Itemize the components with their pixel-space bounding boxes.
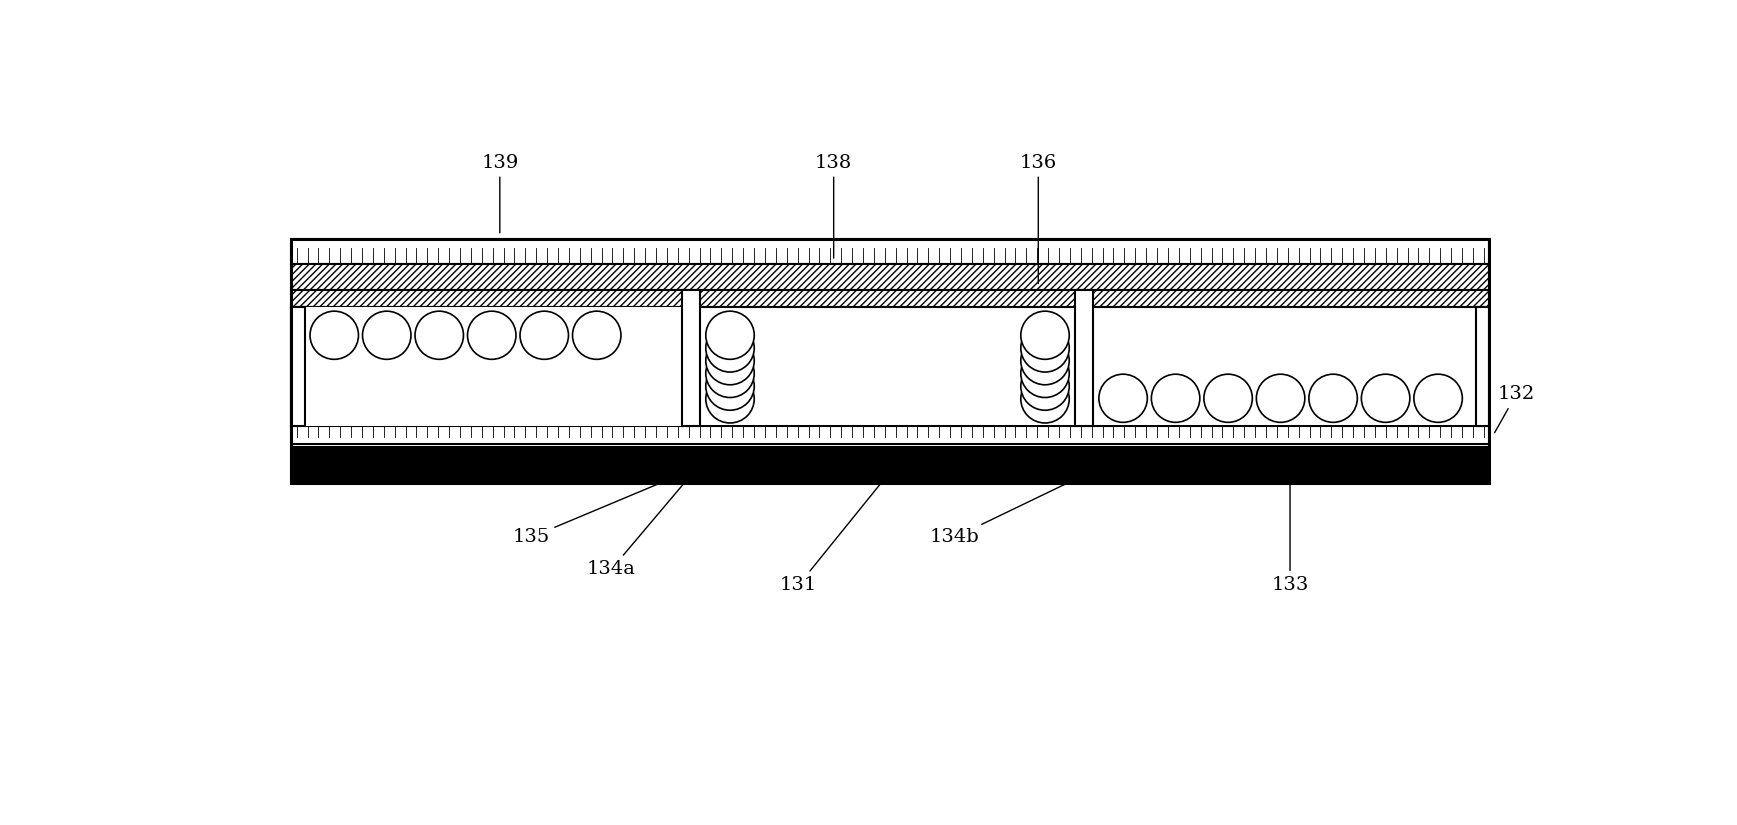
Text: 135: 135	[512, 478, 672, 546]
Ellipse shape	[1414, 375, 1463, 422]
Bar	[1075, 290, 1094, 427]
Bar	[681, 290, 700, 427]
Bar	[292, 447, 1489, 483]
Ellipse shape	[415, 311, 464, 360]
Ellipse shape	[1021, 362, 1070, 410]
Ellipse shape	[705, 311, 754, 360]
Bar	[304, 308, 691, 427]
Text: 133: 133	[1271, 478, 1308, 594]
Ellipse shape	[1310, 375, 1357, 422]
Ellipse shape	[705, 324, 754, 372]
Bar	[292, 308, 304, 427]
Ellipse shape	[467, 311, 516, 360]
Ellipse shape	[1021, 349, 1070, 398]
Ellipse shape	[705, 337, 754, 384]
Text: 132: 132	[1494, 385, 1536, 432]
Ellipse shape	[519, 311, 568, 360]
Text: 136: 136	[1020, 153, 1056, 284]
Ellipse shape	[705, 375, 754, 423]
Ellipse shape	[705, 349, 754, 398]
Ellipse shape	[1256, 375, 1304, 422]
Bar	[1084, 308, 1489, 427]
Ellipse shape	[1021, 324, 1070, 372]
Ellipse shape	[573, 311, 622, 360]
Ellipse shape	[1021, 375, 1070, 423]
Text: 134b: 134b	[929, 476, 1082, 546]
Bar	[292, 290, 1489, 308]
Text: 138: 138	[815, 153, 853, 258]
Text: 131: 131	[780, 477, 886, 594]
Bar	[292, 264, 1489, 290]
Ellipse shape	[1021, 311, 1070, 360]
Bar	[292, 308, 691, 427]
Bar	[292, 427, 1489, 444]
Bar	[691, 308, 1084, 427]
Bar	[693, 309, 1082, 425]
Text: 134a: 134a	[587, 477, 690, 578]
Ellipse shape	[1152, 375, 1200, 422]
Bar	[292, 238, 1489, 483]
Bar	[292, 238, 1489, 264]
Bar	[1087, 309, 1476, 425]
Ellipse shape	[309, 311, 358, 360]
Ellipse shape	[705, 362, 754, 410]
Ellipse shape	[363, 311, 412, 360]
Ellipse shape	[1204, 375, 1252, 422]
Bar	[1476, 308, 1489, 427]
Ellipse shape	[1021, 337, 1070, 384]
Ellipse shape	[1362, 375, 1410, 422]
Text: 139: 139	[481, 153, 519, 233]
Ellipse shape	[1100, 375, 1148, 422]
